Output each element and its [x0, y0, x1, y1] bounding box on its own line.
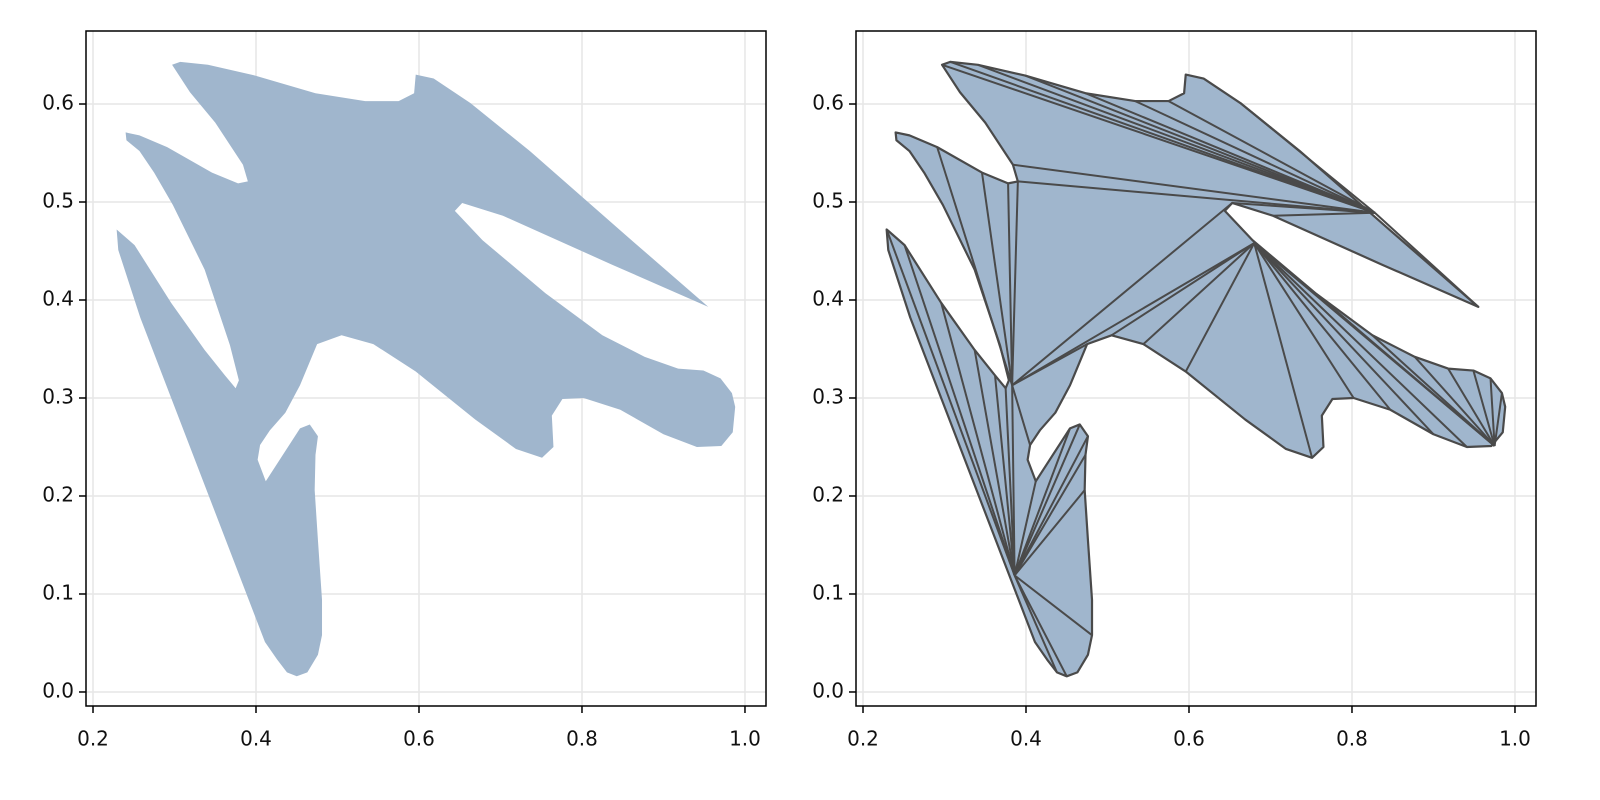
triangle-edge: [1011, 242, 1255, 387]
triangle-edge: [1013, 428, 1071, 576]
triangle-edge: [1013, 481, 1037, 576]
y-tick-label: 0.4: [42, 287, 74, 311]
triangle-edge: [1253, 242, 1435, 435]
triangle-edge: [1013, 435, 1089, 576]
x-tick-label: 0.2: [77, 727, 109, 751]
y-tick-label: 0.2: [42, 482, 74, 506]
x-tick-label: 0.4: [240, 727, 272, 751]
panel: 0.2 0.4 0.6 0.8 1.0 0.0 0.1 0.2 0.3 0.4 0.5 0.6: [812, 30, 1537, 751]
triangle-edge: [1447, 368, 1496, 447]
triangle-edge: [973, 349, 1016, 576]
triangle-edge: [1314, 292, 1496, 447]
triangle-edge: [1011, 385, 1016, 576]
x-tick-label: 1.0: [729, 727, 761, 751]
y-tick-label: 0.1: [42, 580, 74, 604]
shape: [885, 60, 1507, 678]
triangle-edge: [1017, 180, 1375, 214]
y-tick-label: 0.6: [812, 91, 844, 115]
triangle-edge: [981, 172, 1014, 386]
triangle-edge: [1024, 74, 1376, 214]
triangle-edge: [1013, 574, 1093, 636]
triangle-edge: [1184, 242, 1256, 373]
triangle-edge: [1371, 334, 1496, 447]
y-tick-label: 0.6: [42, 91, 74, 115]
triangle-edge: [1012, 163, 1375, 214]
y-tick-label: 0.0: [42, 678, 74, 702]
x-tick-label: 0.8: [566, 727, 598, 751]
triangle-edge: [1253, 242, 1314, 459]
y-tick-label: 0.0: [812, 678, 844, 702]
triangle-edge: [949, 60, 1376, 214]
triangle-edge: [1011, 384, 1032, 446]
panel: 0.2 0.4 0.6 0.8 1.0 0.0 0.1 0.2 0.3 0.4 0.5 0.6: [42, 30, 767, 751]
triangle-edge: [1168, 100, 1376, 214]
y-tick-label: 0.5: [42, 189, 74, 213]
triangle-edge: [1013, 424, 1081, 576]
x-tick-label: 0.6: [1173, 727, 1205, 751]
triangle-edge: [1007, 183, 1014, 386]
triangle-edge: [994, 375, 1016, 576]
x-tick-label: 0.2: [847, 727, 879, 751]
y-tick-label: 0.3: [812, 384, 844, 408]
y-tick-label: 0.5: [812, 189, 844, 213]
triangle-edge: [1013, 489, 1086, 577]
triangle-edge: [1134, 100, 1376, 214]
triangle-edge: [1013, 574, 1068, 677]
triangle-edge: [977, 63, 1376, 214]
x-tick-label: 0.6: [403, 727, 435, 751]
shape: [116, 61, 736, 677]
axes-frame: [85, 30, 767, 707]
triangle-edge: [1493, 392, 1503, 447]
triangle-edge: [1011, 181, 1019, 386]
y-tick-label: 0.3: [42, 384, 74, 408]
triangle-edge: [1011, 343, 1088, 387]
triangle-edge: [1004, 388, 1016, 576]
triangle-edge: [1253, 242, 1355, 399]
triangle-edge: [1239, 102, 1376, 214]
triangle-edge: [885, 229, 1016, 576]
triangle-edge: [1472, 370, 1496, 447]
triangle-edge: [1489, 378, 1496, 447]
triangle-edge: [1272, 211, 1375, 217]
x-tick-label: 0.8: [1336, 727, 1368, 751]
axes-frame: [855, 30, 1537, 707]
x-tick-label: 0.4: [1010, 727, 1042, 751]
triangle-edge: [1232, 201, 1375, 214]
y-tick-label: 0.1: [812, 580, 844, 604]
triangle-edge: [1011, 202, 1233, 387]
triangle-edge: [1013, 454, 1087, 576]
x-tick-label: 1.0: [1499, 727, 1531, 751]
y-tick-label: 0.4: [812, 287, 844, 311]
triangle-edge: [1111, 242, 1255, 337]
y-tick-label: 0.2: [812, 482, 844, 506]
triangle-edge: [1374, 212, 1479, 308]
triangle-edge: [1253, 242, 1468, 448]
triangle-edge: [1253, 242, 1392, 411]
triangle-edge: [1142, 242, 1255, 345]
triangle-edge: [1085, 92, 1376, 214]
triangle-edge: [940, 302, 1016, 576]
triangle-edge: [936, 146, 1014, 386]
triangle-edge: [903, 244, 1016, 576]
triangle-edge: [1413, 356, 1496, 447]
triangle-edge: [1013, 574, 1058, 673]
